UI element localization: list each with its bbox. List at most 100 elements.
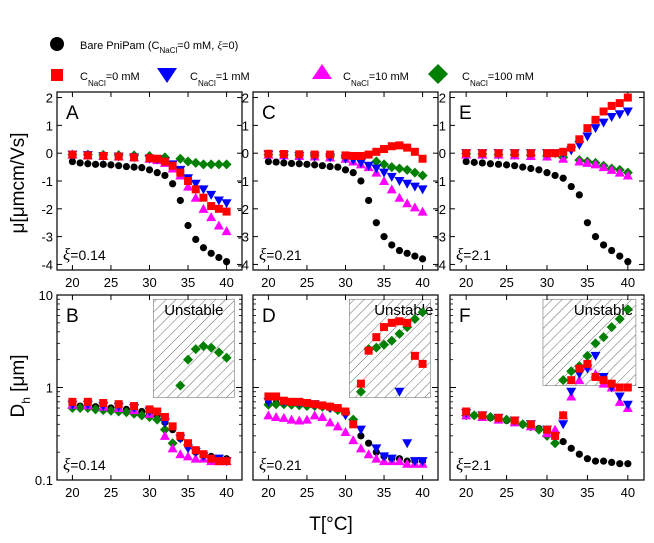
x-tick-label-F-35: 35 [580,485,594,500]
point-B-nacl100 [152,414,163,425]
point-F-nacl1 [566,387,577,397]
point-E-bare [519,163,527,171]
x-tick-label-C-25: 25 [300,275,314,290]
point-F-nacl0 [494,413,503,422]
point-C-nacl0 [387,142,396,151]
point-F-bare [583,455,592,463]
xi-value-D: =0.21 [266,457,302,473]
point-C-bare [326,162,334,171]
point-A-nacl0 [99,151,108,160]
point-B-nacl100 [213,347,224,358]
point-A-bare [161,171,169,180]
point-D-nacl10 [348,435,359,445]
point-E-nacl10 [614,167,625,177]
point-D-nacl0 [403,318,412,327]
point-B-nacl0 [99,398,108,407]
point-A-nacl0 [160,157,169,166]
point-D-nacl0 [287,397,296,406]
xi-symbol-E: ξ [456,245,464,264]
unstable-label-D: Unstable [374,302,433,319]
panel-B: Unstable 20 25 30 35 40 10 1 0.1 Bξ=0.14 [35,288,243,500]
point-A-bare [68,157,77,166]
point-E-bare [624,258,632,266]
point-A-bare [130,163,138,171]
legend-marker-nacl0 [51,69,63,81]
point-E-nacl0 [494,149,503,158]
point-B-nacl100 [183,354,194,365]
y-tick-label-C--2: -2 [237,202,249,217]
point-A-bare [207,249,215,257]
point-D-nacl0 [318,401,327,410]
unstable-label-B: Unstable [164,302,223,319]
point-E-nacl0 [510,149,519,158]
point-F-bare [599,457,608,465]
point-B-nacl100 [105,405,116,416]
series-D-nacl0 [264,317,427,429]
series-E-nacl0 [462,93,632,158]
point-A-nacl100 [183,156,194,167]
y-tick-label-B-1: 1 [46,381,53,396]
x-tick-label-F-40: 40 [621,485,635,500]
point-B-nacl100 [221,352,232,363]
point-F-nacl0 [567,376,576,385]
panel-letter-D: D [262,306,276,327]
point-A-nacl100 [175,153,186,164]
point-D-nacl100 [355,386,366,397]
xi-value-A: =0.14 [70,247,106,263]
xi-value-E: =2.1 [463,247,491,263]
point-C-nacl1 [402,179,413,189]
point-E-nacl0 [551,149,560,158]
point-D-nacl10 [301,414,312,424]
point-C-bare [318,162,326,170]
point-E-nacl0 [575,135,584,144]
point-C-nacl0 [356,151,365,160]
legend-item-bare: Bare PniPam (CNaCl=0 mM, ξ=0) [50,37,238,55]
y-tick-label-C--4: -4 [237,257,249,272]
plot-frame-E [449,91,645,271]
point-D-nacl0 [264,392,273,401]
point-F-nacl100 [501,414,512,425]
point-D-nacl1 [355,425,366,435]
point-F-nacl100 [566,366,577,377]
point-D-nacl10 [371,453,382,463]
point-A-nacl0 [199,193,208,202]
point-A-nacl10 [190,192,201,202]
point-B-nacl0 [207,454,216,463]
point-D-nacl0 [341,407,350,416]
point-E-bare [494,160,503,168]
point-F-nacl0 [543,425,551,434]
point-B-nacl0 [130,402,139,411]
point-C-nacl10 [402,198,413,208]
point-A-nacl0 [207,202,216,211]
legend-label-nacl100: CNaCl=100 mM [462,71,534,88]
point-E-bare [583,219,592,227]
panel-letter-A: A [66,103,79,124]
legend-item-nacl100: CNaCl=100 mM [428,64,534,88]
point-E-bare [575,191,583,199]
point-D-nacl10 [332,421,343,431]
point-D-nacl100 [271,399,282,410]
point-E-nacl0 [543,149,551,158]
point-D-nacl10 [340,427,351,437]
point-E-bare [470,158,478,166]
point-D-nacl100 [379,339,390,350]
point-C-nacl0 [295,150,304,159]
point-D-nacl10 [394,456,405,466]
point-B-nacl0 [160,412,169,421]
point-E-nacl0 [607,101,616,110]
point-B-nacl100 [75,403,86,414]
xi-symbol-D: ξ [259,455,267,474]
point-A-nacl1 [221,199,232,209]
point-A-nacl1 [213,196,224,206]
point-A-bare [153,169,161,177]
point-D-nacl0 [272,392,281,401]
point-E-bare [511,162,519,170]
point-A-nacl0 [191,185,200,194]
x-tick-label-C-20: 20 [261,275,275,290]
point-A-bare [222,258,231,266]
y-tick-label-C-0: 0 [242,146,249,161]
point-C-bare [365,196,373,205]
point-C-nacl10 [409,202,420,212]
x-tick-label-A-40: 40 [219,275,233,290]
point-E-bare [478,159,486,167]
